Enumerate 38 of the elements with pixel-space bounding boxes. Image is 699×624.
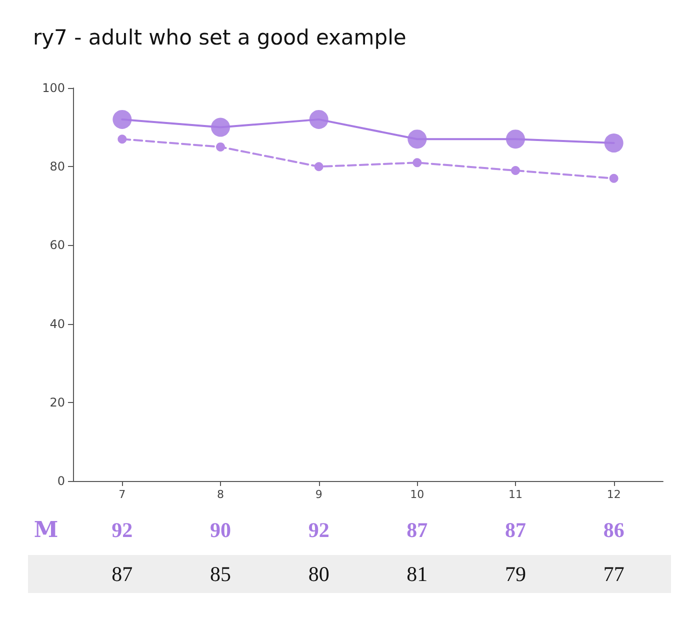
data-label: 79 <box>505 562 526 586</box>
point <box>309 110 328 129</box>
x-tick-label: 7 <box>118 488 126 501</box>
point <box>609 174 618 183</box>
data-label: 85 <box>210 562 231 586</box>
data-label: 77 <box>603 562 624 586</box>
point <box>314 162 324 172</box>
point <box>118 134 127 144</box>
y-tick-label: 80 <box>50 160 65 174</box>
x-tick-label: 12 <box>606 488 621 501</box>
y-tick-label: 100 <box>42 81 65 95</box>
data-label: 86 <box>603 518 624 542</box>
y-tick-label: 20 <box>50 395 65 410</box>
x-tick-label: 9 <box>315 488 322 501</box>
chart-title: ry7 - adult who set a good example <box>33 26 406 50</box>
data-label: 87 <box>112 562 133 586</box>
text: M <box>34 517 58 543</box>
y-tick-label: 0 <box>57 474 65 488</box>
point <box>506 130 525 149</box>
data-label: 90 <box>210 518 231 542</box>
data-label: 87 <box>406 518 428 542</box>
point <box>216 142 225 152</box>
x-tick-label: 8 <box>217 488 224 501</box>
data-label: 92 <box>112 518 133 542</box>
point <box>604 134 624 153</box>
x-tick-label: 11 <box>508 488 522 501</box>
point <box>408 130 427 149</box>
data-label: 81 <box>406 562 428 586</box>
point <box>511 166 520 176</box>
data-label: 92 <box>308 518 330 542</box>
x-tick-label: 10 <box>410 488 424 501</box>
point <box>211 118 230 137</box>
y-tick-label: 60 <box>50 238 65 252</box>
data-label: 80 <box>308 562 330 586</box>
y-tick-label: 40 <box>50 316 65 331</box>
point <box>412 158 422 168</box>
point <box>112 110 132 129</box>
data-label: 87 <box>505 518 526 542</box>
